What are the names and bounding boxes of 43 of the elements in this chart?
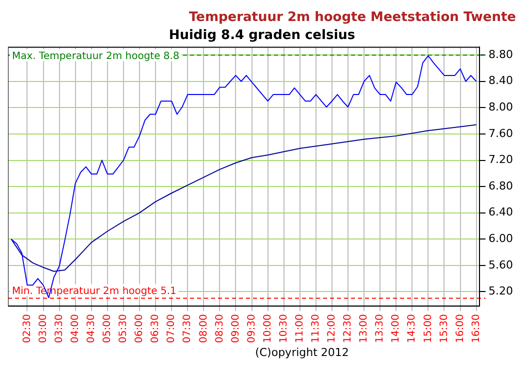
x-tick-label: 09:30	[246, 314, 258, 344]
x-tick-label: 16:00	[454, 314, 466, 344]
x-tick-label: 04:30	[86, 314, 97, 344]
x-tick-label: 08:30	[214, 314, 226, 344]
chart-subtitle: Huidig 8.4 graden celsius	[168, 28, 356, 43]
x-tick-label: 11:30	[310, 314, 322, 344]
x-tick-label: 06:30	[150, 314, 162, 344]
y-tick-label: 6.40	[488, 206, 514, 219]
x-tick-label: 08:00	[198, 314, 210, 344]
y-tick-label: 7.60	[488, 126, 514, 140]
y-tick-label: 6.00	[488, 232, 514, 245]
y-tick-label: 7.20	[488, 153, 514, 166]
x-tick-label: 05:30	[118, 314, 130, 344]
x-tick-label: 15:30	[438, 314, 450, 344]
x-tick-label: 03:30	[54, 314, 65, 344]
x-tick-label: 07:30	[182, 314, 194, 344]
x-tick-label: 12:30	[342, 314, 354, 344]
x-tick-label: 02:30	[22, 314, 33, 344]
y-tick-label: 8.00	[488, 100, 514, 114]
x-tick-label: 06:00	[134, 314, 146, 344]
x-tick-label: 13:00	[358, 314, 370, 344]
x-tick-label: 16:30	[470, 314, 482, 344]
x-tick-label: 05:00	[102, 314, 114, 344]
text: (C)opyright 2012	[254, 346, 350, 359]
y-tick-label: 5.60	[488, 258, 514, 272]
y-tick-label: 8.80	[488, 48, 514, 61]
x-tick-label: 09:00	[230, 314, 242, 344]
chart-title: Temperatuur 2m hoogte Meetstation Twente	[188, 10, 516, 26]
x-tick-label: 03:00	[38, 314, 49, 344]
y-tick-label: 5.20	[488, 284, 514, 298]
x-tick-label: 12:00	[326, 314, 338, 344]
y-tick-label: 8.40	[488, 74, 514, 88]
ref-line-label: Max. Temperatuur 2m hoogte 8.8	[12, 50, 180, 62]
x-tick-label: 15:00	[422, 314, 434, 344]
y-tick-label: 6.80	[488, 179, 514, 192]
x-tick-label: 10:00	[262, 314, 274, 344]
x-tick-label: 14:30	[406, 314, 418, 344]
x-tick-label: 13:30	[374, 314, 386, 344]
x-tick-label: 10:30	[278, 314, 290, 344]
x-tick-label: 04:00	[70, 314, 81, 344]
x-tick-label: 14:00	[390, 314, 402, 344]
x-tick-label: 07:00	[166, 314, 178, 344]
x-tick-label: 11:00	[294, 314, 306, 344]
